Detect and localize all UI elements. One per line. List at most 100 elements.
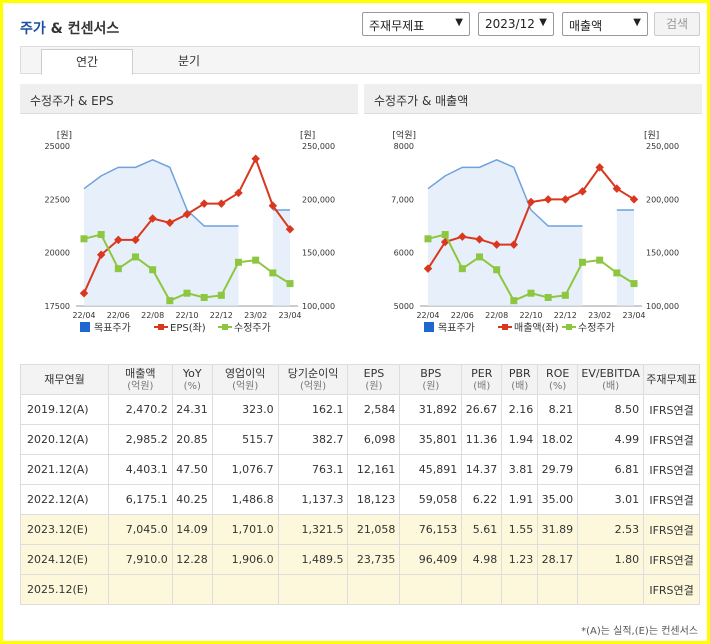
table-cell: 2.53 [577, 514, 645, 545]
metric-select[interactable]: 매출액 ▼ [562, 12, 648, 36]
column-header-label: PBR [508, 366, 531, 380]
metric-select-value: 매출액 [569, 19, 603, 33]
data-point [527, 289, 535, 297]
table-cell: 2,985.2 [107, 424, 173, 455]
table-cell: 4.99 [577, 424, 645, 455]
column-header-label: ROE [546, 366, 570, 380]
search-button[interactable]: 검색 [654, 12, 700, 36]
financial-table: 재무연월 매출액 (억원) YoY (%) 영업이익 (억원) 당기순이익 (억원) EPS (원)… [20, 364, 700, 605]
data-point [166, 297, 174, 305]
legend-label: 목표주가 [94, 322, 131, 334]
x-tick-label: 22/06 [107, 311, 130, 320]
table-cell: 18.02 [537, 424, 579, 455]
column-header-unit: (배) [473, 380, 491, 392]
left-axis-unit: [원] [57, 130, 72, 141]
right-tick-label: 200,000 [646, 195, 679, 204]
table-header: 재무연월 매출액 (억원) YoY (%) 영업이익 (억원) 당기순이익 (억원) EPS (원)… [20, 364, 700, 395]
table-cell: 1,906.0 [211, 544, 279, 575]
table-cell: 162.1 [277, 394, 349, 425]
data-point [544, 293, 552, 301]
x-tick-label: 22/10 [175, 311, 198, 320]
table-cell: 2024.12(E) [20, 544, 109, 575]
x-tick-label: 22/06 [451, 311, 474, 320]
target-price-area [616, 210, 634, 306]
table-cell: 5.61 [461, 514, 503, 545]
column-header: ROE (%) [537, 364, 579, 395]
x-tick-label: 22/08 [485, 311, 508, 320]
footnote: *(A)는 실적,(E)는 컨센서스 [581, 626, 698, 637]
data-point [148, 214, 157, 223]
table-cell: 6.22 [461, 484, 503, 515]
table-cell: 2021.12(A) [20, 454, 109, 485]
table-cell: 2022.12(A) [20, 484, 109, 515]
x-tick-label: 22/10 [519, 311, 542, 320]
table-cell: 28.17 [537, 544, 579, 575]
left-tick-label: 17500 [45, 302, 70, 311]
table-cell: 11.36 [461, 424, 503, 455]
data-point [96, 250, 106, 260]
right-tick-label: 150,000 [302, 249, 335, 258]
left-tick-label: 5000 [394, 302, 414, 311]
table-cell: 6,098 [347, 424, 401, 455]
left-axis-unit: [억원] [392, 129, 416, 141]
table-cell: 1.23 [501, 544, 539, 575]
data-point [441, 231, 449, 239]
legend-label: 수정주가 [578, 322, 615, 334]
table-row: 2022.12(A) 6,175.1 40.25 1,486.8 1,137.3 18,1… [20, 484, 700, 515]
table-cell: 2019.12(A) [20, 394, 109, 425]
chart-panel-revenue: 수정주가 & 매출액 [억원] [원] 8000 7,000 6000 5000 250,0… [364, 84, 702, 340]
column-header: PBR (배) [501, 364, 539, 395]
table-cell: 96,409 [399, 544, 463, 575]
right-tick-label: 100,000 [302, 302, 335, 311]
data-point [149, 266, 157, 274]
data-point [543, 195, 553, 204]
x-tick-label: 22/04 [72, 311, 95, 320]
section-title: 주가 & 컨센서스 [20, 18, 119, 38]
table-cell: 2023.12(E) [20, 514, 109, 545]
data-point [114, 265, 122, 273]
table-cell: 14.09 [171, 514, 213, 545]
table-cell: 6,175.1 [107, 484, 173, 515]
table-row: 2023.12(E) 7,045.0 14.09 1,701.0 1,321.5 21,0… [20, 514, 700, 545]
left-tick-label: 25000 [45, 142, 70, 151]
table-cell: 2020.12(A) [20, 424, 109, 455]
table-cell: 18,123 [347, 484, 401, 515]
legend-label: 목표주가 [438, 322, 475, 334]
table-cell: IFRS연결 [643, 484, 700, 515]
data-point [612, 184, 622, 193]
tab-annual[interactable]: 연간 [41, 49, 133, 75]
data-point [165, 218, 175, 228]
column-header: 재무연월 [20, 364, 109, 395]
data-point [132, 253, 139, 261]
table-cell: 1,076.7 [211, 454, 279, 485]
chevron-down-icon: ▼ [455, 17, 463, 28]
data-point [252, 256, 260, 264]
data-point [200, 293, 208, 301]
tab-quarterly[interactable]: 분기 [177, 54, 201, 68]
table-cell: 2025.12(E) [20, 574, 109, 605]
data-point [131, 235, 140, 245]
data-point [114, 235, 123, 245]
table-cell [347, 574, 401, 605]
table-cell: 40.25 [171, 484, 213, 515]
legend-label: 매출액(좌) [514, 322, 559, 334]
column-header: 당기순이익 (억원) [277, 364, 349, 395]
table-cell [577, 574, 645, 605]
left-tick-label: 8000 [394, 142, 414, 151]
data-point [596, 256, 604, 264]
right-axis-unit: [원] [300, 130, 315, 141]
statement-select[interactable]: 주재무제표 ▼ [362, 12, 470, 36]
left-tick-label: 6000 [394, 249, 414, 258]
x-tick-label: 22/08 [141, 311, 164, 320]
target-price-area [428, 159, 583, 306]
period-select[interactable]: 2023/12 ▼ [478, 12, 554, 36]
table-cell: 45,891 [399, 454, 463, 485]
table-cell: 12,161 [347, 454, 401, 485]
table-cell: 21,058 [347, 514, 401, 545]
data-point [199, 199, 209, 208]
data-point [423, 264, 433, 273]
column-header-unit: (억원) [299, 380, 327, 392]
period-select-value: 2023/12 [485, 17, 535, 31]
data-point [595, 163, 604, 172]
column-header-unit: (배) [602, 380, 620, 392]
